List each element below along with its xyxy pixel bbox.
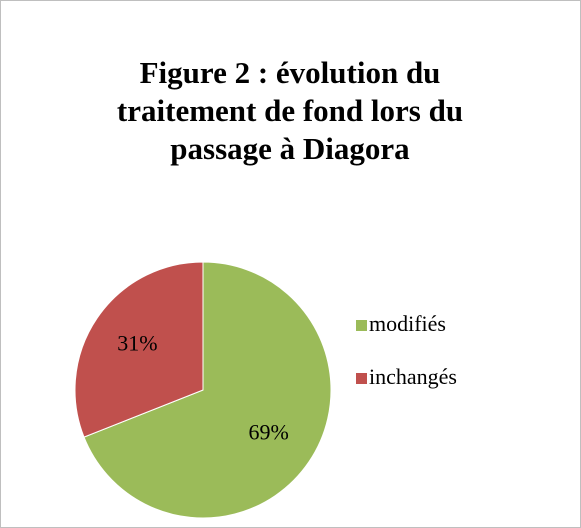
- legend-label: modifiés: [369, 311, 446, 336]
- chart-title: Figure 2 : évolution du traitement de fo…: [116, 55, 464, 166]
- data-label: 31%: [117, 330, 157, 355]
- legend-swatch: [356, 373, 367, 384]
- legend-label: inchangés: [369, 364, 457, 389]
- data-label: 69%: [248, 420, 288, 445]
- legend-swatch: [356, 320, 367, 331]
- pie-slice: [83, 261, 332, 519]
- pie-slice: [74, 261, 204, 438]
